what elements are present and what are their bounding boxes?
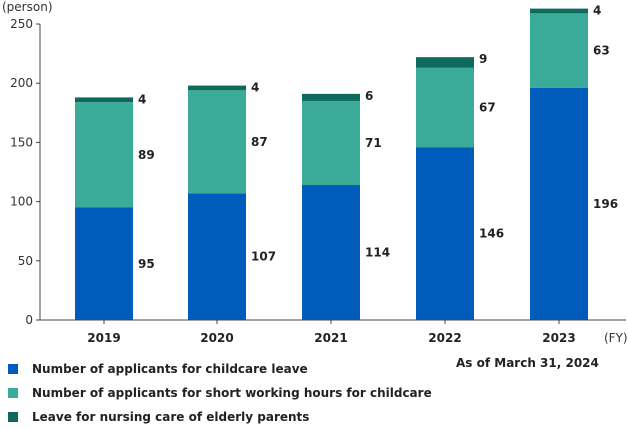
data-label-2023-series-0: 196	[593, 197, 618, 211]
bar-2020-series-1	[188, 90, 246, 194]
y-tick-label-150: 150	[10, 135, 33, 149]
data-label-2023-series-1: 63	[593, 44, 610, 58]
legend-swatch-childcare-leave	[8, 364, 18, 374]
data-label-2022-series-2: 9	[479, 52, 487, 66]
legend-swatch-short-working-hours	[8, 388, 18, 398]
data-label-2022-series-0: 146	[479, 227, 504, 241]
legend-label-nursing-care: Leave for nursing care of elderly parent…	[32, 410, 310, 424]
x-axis-ticks: 2019 2020 2021 2022 2023	[87, 320, 576, 345]
data-label-2019-series-1: 89	[138, 148, 155, 162]
y-tick-label-200: 200	[10, 76, 33, 90]
legend-label-childcare-leave: Number of applicants for childcare leave	[32, 362, 308, 376]
bar-2022-series-0	[416, 147, 474, 320]
as-of-note: As of March 31, 2024	[456, 356, 599, 370]
legend-item-nursing-care: Leave for nursing care of elderly parent…	[8, 405, 432, 429]
data-label-2021-series-0: 114	[365, 246, 390, 260]
x-axis-unit-label: (FY)	[604, 331, 628, 345]
x-tick-label-2021: 2021	[314, 331, 347, 345]
data-label-2020-series-2: 4	[251, 81, 259, 95]
bar-2022-series-2	[416, 57, 474, 68]
x-tick-label-2019: 2019	[87, 331, 120, 345]
y-axis-unit-label: (person)	[2, 0, 53, 14]
bar-2021-series-0	[302, 185, 360, 320]
data-label-2021-series-1: 71	[365, 136, 382, 150]
stacked-bar-chart: (person) (FY) 0 50 100 150 200 250 95 89 4 107 87…	[2, 0, 628, 345]
bar-2020-series-2	[188, 85, 246, 91]
data-label-2021-series-2: 6	[365, 89, 373, 103]
legend-item-short-working-hours: Number of applicants for short working h…	[8, 381, 432, 405]
bar-2019-series-2	[75, 97, 133, 103]
legend-label-short-working-hours: Number of applicants for short working h…	[32, 386, 432, 400]
data-label-2019-series-0: 95	[138, 257, 155, 271]
bar-2019-series-1	[75, 102, 133, 208]
y-tick-label-50: 50	[18, 254, 33, 268]
data-label-2020-series-1: 87	[251, 135, 268, 149]
bar-2022-series-1	[416, 67, 474, 148]
y-tick-label-100: 100	[10, 195, 33, 209]
bar-2021-series-1	[302, 100, 360, 186]
y-axis-ticks: 0 50 100 150 200 250	[10, 17, 40, 327]
bar-2021-series-2	[302, 93, 360, 101]
bar-2023-series-1	[530, 13, 588, 88]
bar-2019-series-0	[75, 207, 133, 320]
bar-2020-series-0	[188, 193, 246, 320]
bars: 95 89 4 107 87 4 114 71 6 146 67 9 196 63 4	[75, 4, 618, 320]
legend-swatch-nursing-care	[8, 412, 18, 422]
x-tick-label-2020: 2020	[200, 331, 233, 345]
y-tick-label-0: 0	[25, 313, 33, 327]
bar-2023-series-0	[530, 87, 588, 320]
x-tick-label-2022: 2022	[428, 331, 461, 345]
data-label-2023-series-2: 4	[593, 4, 601, 18]
data-label-2019-series-2: 4	[138, 92, 146, 106]
y-tick-label-250: 250	[10, 17, 33, 31]
data-label-2020-series-0: 107	[251, 250, 276, 264]
x-tick-label-2023: 2023	[542, 331, 575, 345]
data-label-2022-series-1: 67	[479, 100, 496, 114]
bar-2023-series-2	[530, 8, 588, 14]
legend-item-childcare-leave: Number of applicants for childcare leave	[8, 357, 432, 381]
legend: Number of applicants for childcare leave…	[8, 357, 432, 429]
